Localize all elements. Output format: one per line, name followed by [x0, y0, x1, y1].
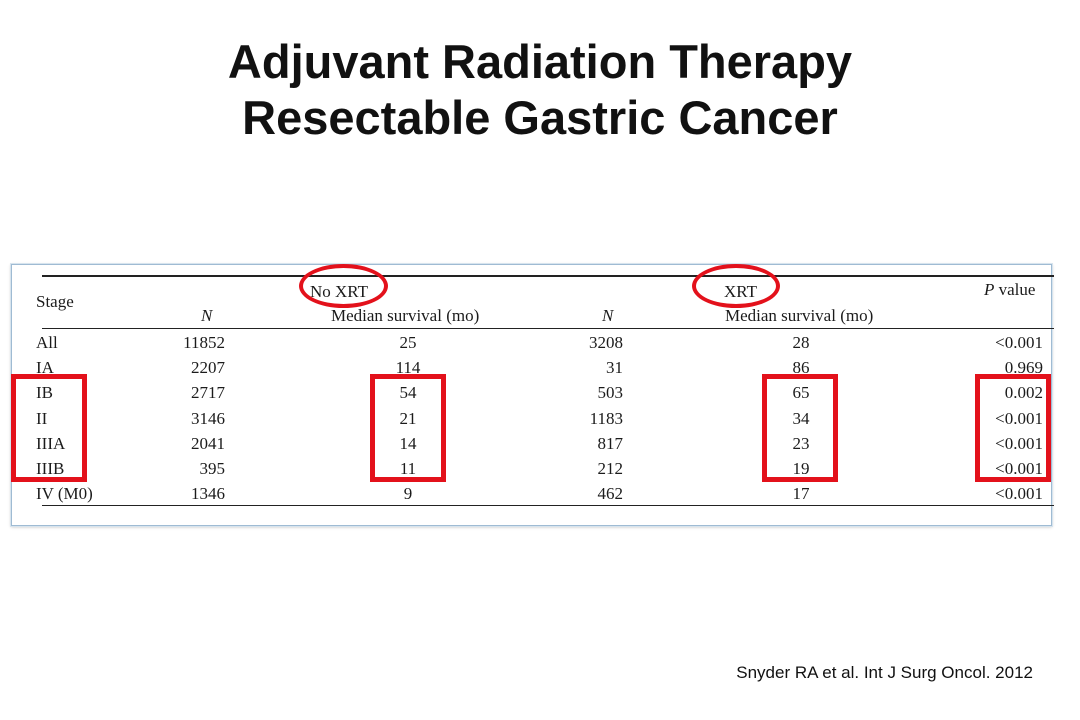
header-no-xrt-median: Median survival (mo): [331, 306, 480, 325]
cell-p-value: <0.001: [995, 433, 1043, 453]
cell-xrt-n: 817: [597, 433, 624, 453]
header-value-word: value: [998, 280, 1036, 299]
cell-no-xrt-n: 2041: [191, 433, 225, 453]
cell-no-xrt-median: 21: [399, 408, 417, 428]
cell-stage: All: [36, 333, 58, 352]
cell-stage: IIIB: [36, 459, 65, 478]
cell-p-value: <0.001: [995, 333, 1043, 352]
cell-xrt-median: 17: [792, 484, 810, 504]
cell-xrt-n: 503: [597, 383, 624, 403]
title-line-2: Resectable Gastric Cancer: [242, 91, 838, 144]
cell-no-xrt-median: 14: [399, 433, 417, 453]
cell-no-xrt-median: 25: [399, 333, 417, 352]
stage-column-highlight-box: [11, 374, 87, 482]
cell-no-xrt-median: 9: [403, 484, 413, 504]
header-stage: Stage: [36, 292, 74, 311]
no-xrt-median-highlight-box: [370, 374, 446, 482]
header-bottom-rule: [42, 328, 1054, 329]
header-p-value: P value: [984, 280, 1035, 300]
cell-p-value: <0.001: [995, 408, 1043, 428]
cell-no-xrt-median: 11: [399, 459, 417, 478]
header-xrt-median: Median survival (mo): [725, 306, 874, 325]
cell-p-value: 0.002: [1004, 383, 1043, 403]
title-line-1: Adjuvant Radiation Therapy: [227, 35, 853, 88]
survival-table-image: Stage No XRT XRT P value N Median surviv…: [11, 264, 1054, 526]
cell-no-xrt-n: 2207: [191, 358, 225, 378]
cell-xrt-median: 23: [792, 433, 810, 453]
cell-xrt-n: 31: [606, 358, 623, 378]
cell-stage: IA: [36, 358, 54, 378]
cell-stage: IIIA: [36, 433, 66, 453]
header-xrt-n: N: [602, 306, 614, 325]
xrt-highlight-circle: [692, 264, 780, 308]
cell-xrt-median: 19: [792, 459, 810, 478]
table-bottom-rule: [42, 505, 1054, 506]
cell-no-xrt-n: 11852: [183, 333, 225, 352]
cell-stage: IB: [36, 383, 53, 403]
cell-xrt-median: 86: [792, 358, 810, 378]
header-no-xrt-n: N: [201, 306, 213, 325]
cell-no-xrt-n: 1346: [191, 484, 225, 504]
no-xrt-highlight-circle: [299, 264, 388, 308]
cell-p-value: <0.001: [995, 459, 1043, 478]
cell-xrt-n: 462: [597, 484, 624, 504]
cell-stage: IV (M0): [36, 484, 93, 504]
cell-no-xrt-median: 114: [395, 358, 421, 378]
cell-stage: II: [36, 408, 48, 428]
cell-xrt-n: 1183: [589, 408, 623, 428]
p-value-highlight-box: [975, 374, 1051, 482]
cell-no-xrt-median: 54: [399, 383, 417, 403]
slide-title: Adjuvant Radiation Therapy Resectable Ga…: [0, 34, 1080, 146]
header-p-letter: P: [984, 280, 995, 299]
cell-no-xrt-n: 2717: [191, 383, 225, 403]
cell-xrt-median: 28: [792, 333, 810, 352]
cell-xrt-median: 65: [792, 383, 810, 403]
cell-p-value: 0.969: [1004, 358, 1043, 378]
xrt-median-highlight-box: [762, 374, 838, 482]
cell-no-xrt-n: 3146: [191, 408, 225, 428]
cell-xrt-n: 212: [597, 459, 624, 478]
cell-no-xrt-n: 395: [199, 459, 226, 478]
table-top-rule: [42, 275, 1054, 277]
citation: Snyder RA et al. Int J Surg Oncol. 2012: [736, 663, 1033, 682]
cell-xrt-n: 3208: [589, 333, 623, 352]
cell-p-value: <0.001: [995, 484, 1043, 504]
cell-xrt-median: 34: [792, 408, 810, 428]
